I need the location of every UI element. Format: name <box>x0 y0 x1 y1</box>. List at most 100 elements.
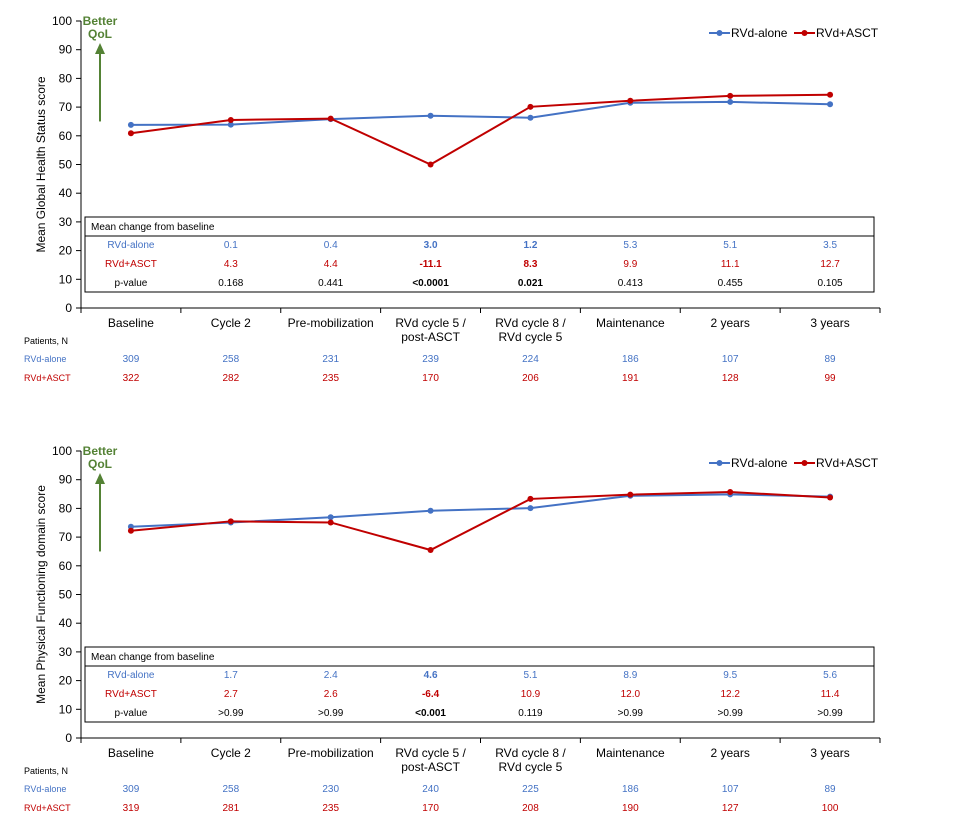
data-point-rvd <box>427 507 434 514</box>
y-tick-label: 100 <box>52 444 72 458</box>
change-cell: 1.2 <box>523 240 537 251</box>
patients-count: 170 <box>422 803 439 814</box>
change-cell: 3.5 <box>823 240 837 251</box>
better-qol-label: Better <box>83 444 118 458</box>
change-cell: <0.0001 <box>412 278 449 289</box>
x-tick-label: post-ASCT <box>401 330 460 344</box>
better-qol-arrow-icon <box>95 473 105 484</box>
change-cell: 12.0 <box>621 689 641 700</box>
data-point-asct <box>427 547 434 554</box>
data-point-rvd <box>827 101 834 108</box>
change-cell: 0.455 <box>718 278 743 289</box>
x-tick-label: 3 years <box>810 746 849 760</box>
change-cell: 9.5 <box>723 670 737 681</box>
change-cell: 2.4 <box>324 670 338 681</box>
data-point-asct <box>527 495 534 502</box>
change-table-title: Mean change from baseline <box>91 222 215 233</box>
change-cell: 2.7 <box>224 689 238 700</box>
y-tick-label: 70 <box>59 530 73 544</box>
y-axis-label: Mean Physical Functioning domain score <box>34 485 48 704</box>
patients-count: 281 <box>222 803 239 814</box>
patients-count: 231 <box>322 354 339 365</box>
y-tick-label: 0 <box>65 301 72 315</box>
patients-count: 186 <box>622 354 639 365</box>
x-tick-label: Baseline <box>108 746 154 760</box>
change-cell: 4.6 <box>424 670 438 681</box>
better-qol-label: Better <box>83 14 118 28</box>
change-cell: 5.1 <box>723 240 737 251</box>
data-point-rvd <box>727 98 734 105</box>
change-cell: 10.9 <box>521 689 541 700</box>
patients-count: 170 <box>422 373 439 384</box>
x-tick-label: RVd cycle 5 <box>499 760 563 774</box>
patients-count: 186 <box>622 784 639 795</box>
series-line-asct <box>130 93 831 166</box>
change-cell: 5.1 <box>523 670 537 681</box>
patients-count: 239 <box>422 354 439 365</box>
change-cell: 5.6 <box>823 670 837 681</box>
y-tick-label: 20 <box>59 674 73 688</box>
change-cell: 4.4 <box>324 259 338 270</box>
change-cell: <0.001 <box>415 708 446 719</box>
patients-count: 240 <box>422 784 439 795</box>
change-cell: 0.105 <box>818 278 843 289</box>
patients-count: 258 <box>222 354 239 365</box>
x-tick-label: Maintenance <box>596 746 665 760</box>
change-table-box <box>84 646 875 723</box>
patients-row-label: RVd-alone <box>24 354 66 364</box>
x-tick-label: Pre-mobilization <box>288 316 374 330</box>
legend-marker-asct <box>801 30 808 36</box>
change-cell: >0.99 <box>817 708 843 719</box>
x-tick-label: post-ASCT <box>401 760 460 774</box>
y-tick-label: 60 <box>59 129 73 143</box>
x-tick-label: 2 years <box>711 746 750 760</box>
change-cell: 11.4 <box>821 689 840 700</box>
patients-count: 99 <box>825 373 837 384</box>
change-cell: 0.1 <box>224 240 238 251</box>
better-qol-label: QoL <box>88 27 112 41</box>
data-point-asct <box>327 519 334 526</box>
series-line-rvd <box>130 100 831 126</box>
change-cell: 8.3 <box>523 259 537 270</box>
change-cell: 0.441 <box>318 278 343 289</box>
change-cell: >0.99 <box>718 708 744 719</box>
change-cell: 0.4 <box>324 240 338 251</box>
patients-label: Patients, N <box>24 336 68 346</box>
y-axis-label: Mean Global Health Status score <box>34 76 48 252</box>
data-point-asct <box>127 527 134 534</box>
patients-row-label: RVd+ASCT <box>24 373 71 383</box>
change-cell: -11.1 <box>419 259 442 270</box>
x-tick-label: Cycle 2 <box>211 316 251 330</box>
patients-count: 309 <box>123 784 140 795</box>
change-row-label: RVd-alone <box>107 240 155 251</box>
patients-count: 100 <box>822 803 839 814</box>
data-point-asct <box>827 91 834 98</box>
y-tick-label: 20 <box>59 244 73 258</box>
change-table-box <box>84 216 875 293</box>
y-tick-label: 50 <box>59 158 73 172</box>
change-cell: 8.9 <box>623 670 637 681</box>
legend-marker-asct <box>801 460 808 466</box>
patients-count: 89 <box>825 354 837 365</box>
x-tick-label: Baseline <box>108 316 154 330</box>
patients-count: 322 <box>123 373 140 384</box>
data-point-asct <box>727 489 734 496</box>
change-cell: 0.168 <box>218 278 243 289</box>
y-tick-label: 90 <box>59 43 73 57</box>
patients-count: 107 <box>722 354 739 365</box>
patients-count: 224 <box>522 354 539 365</box>
legend-label: RVd+ASCT <box>816 26 879 40</box>
patients-count: 235 <box>322 803 339 814</box>
y-tick-label: 0 <box>65 731 72 745</box>
change-table-title: Mean change from baseline <box>91 652 215 663</box>
change-cell: 9.9 <box>623 259 637 270</box>
change-cell: 12.2 <box>720 689 740 700</box>
legend-marker-rvd <box>716 460 723 466</box>
y-tick-label: 90 <box>59 473 73 487</box>
y-tick-label: 10 <box>59 702 73 716</box>
x-tick-label: RVd cycle 8 / <box>495 316 566 330</box>
x-tick-label: RVd cycle 5 / <box>395 316 466 330</box>
y-tick-label: 70 <box>59 100 73 114</box>
